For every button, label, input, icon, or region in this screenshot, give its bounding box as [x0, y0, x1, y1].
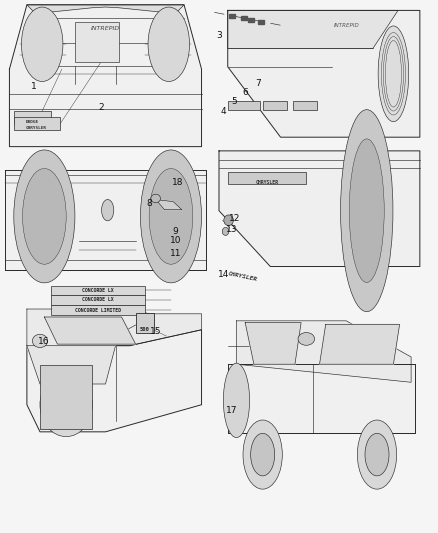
- Ellipse shape: [365, 433, 389, 476]
- Polygon shape: [228, 364, 416, 433]
- Polygon shape: [44, 317, 136, 344]
- Ellipse shape: [223, 363, 250, 438]
- Bar: [293, 101, 317, 110]
- Bar: [51, 305, 145, 315]
- Text: 11: 11: [170, 249, 181, 258]
- Ellipse shape: [21, 7, 63, 82]
- Polygon shape: [219, 151, 420, 266]
- Ellipse shape: [243, 420, 283, 489]
- Bar: [229, 14, 235, 18]
- Polygon shape: [27, 5, 184, 13]
- Ellipse shape: [224, 215, 233, 225]
- Bar: [248, 18, 254, 22]
- Ellipse shape: [222, 228, 229, 236]
- Text: CHRYSLER: CHRYSLER: [26, 126, 47, 130]
- Text: 14: 14: [218, 270, 229, 279]
- Ellipse shape: [102, 199, 114, 221]
- Bar: [51, 295, 145, 305]
- Ellipse shape: [40, 373, 92, 437]
- Text: 17: 17: [226, 406, 238, 415]
- Bar: [228, 172, 306, 184]
- Bar: [136, 313, 153, 333]
- Ellipse shape: [149, 168, 193, 264]
- Text: 9: 9: [173, 227, 178, 236]
- Text: 13: 13: [226, 225, 238, 234]
- Text: CONCORDE LIMITED: CONCORDE LIMITED: [74, 308, 120, 312]
- Polygon shape: [228, 11, 420, 137]
- Ellipse shape: [349, 139, 384, 282]
- Ellipse shape: [14, 150, 75, 283]
- Ellipse shape: [22, 168, 66, 264]
- Text: 6: 6: [242, 87, 248, 96]
- Bar: [14, 111, 51, 124]
- Text: 7: 7: [255, 78, 261, 87]
- Text: 1: 1: [31, 82, 36, 91]
- Polygon shape: [10, 5, 201, 147]
- Ellipse shape: [378, 26, 409, 122]
- Bar: [241, 16, 247, 20]
- Text: 3: 3: [216, 31, 222, 40]
- Polygon shape: [320, 325, 399, 364]
- Bar: [14, 117, 60, 130]
- Bar: [228, 101, 261, 110]
- Text: INTREPID: INTREPID: [91, 26, 120, 31]
- Polygon shape: [237, 321, 411, 382]
- Polygon shape: [5, 170, 206, 270]
- Ellipse shape: [341, 110, 393, 312]
- Text: DODGE: DODGE: [25, 120, 39, 124]
- Ellipse shape: [148, 7, 190, 82]
- Text: CONCORDE LX: CONCORDE LX: [82, 297, 113, 303]
- Ellipse shape: [141, 150, 201, 283]
- Bar: [258, 20, 264, 25]
- Text: 15: 15: [150, 327, 162, 336]
- Polygon shape: [27, 309, 201, 346]
- Text: 8: 8: [146, 199, 152, 208]
- Text: CONCORDE LX: CONCORDE LX: [82, 288, 113, 293]
- Polygon shape: [27, 346, 116, 384]
- Text: 4: 4: [221, 107, 226, 116]
- Text: 10: 10: [170, 237, 181, 246]
- Bar: [75, 22, 119, 62]
- Text: 5: 5: [231, 97, 237, 106]
- Polygon shape: [228, 11, 398, 49]
- Text: 12: 12: [229, 214, 240, 223]
- Polygon shape: [27, 330, 201, 432]
- Ellipse shape: [251, 433, 275, 476]
- Text: 2: 2: [98, 102, 104, 111]
- Ellipse shape: [298, 333, 314, 345]
- Polygon shape: [155, 199, 182, 209]
- Text: 500: 500: [140, 327, 150, 333]
- Text: 18: 18: [172, 178, 183, 187]
- Text: INTREPID: INTREPID: [333, 23, 359, 28]
- Bar: [51, 286, 145, 295]
- Text: CHRYSLER: CHRYSLER: [255, 180, 279, 185]
- Text: CHRYSLER: CHRYSLER: [228, 272, 258, 282]
- Ellipse shape: [357, 420, 397, 489]
- Ellipse shape: [32, 334, 48, 348]
- Bar: [263, 101, 287, 110]
- Text: 16: 16: [38, 337, 49, 346]
- Ellipse shape: [151, 194, 160, 203]
- Polygon shape: [245, 322, 301, 364]
- Bar: [40, 365, 92, 429]
